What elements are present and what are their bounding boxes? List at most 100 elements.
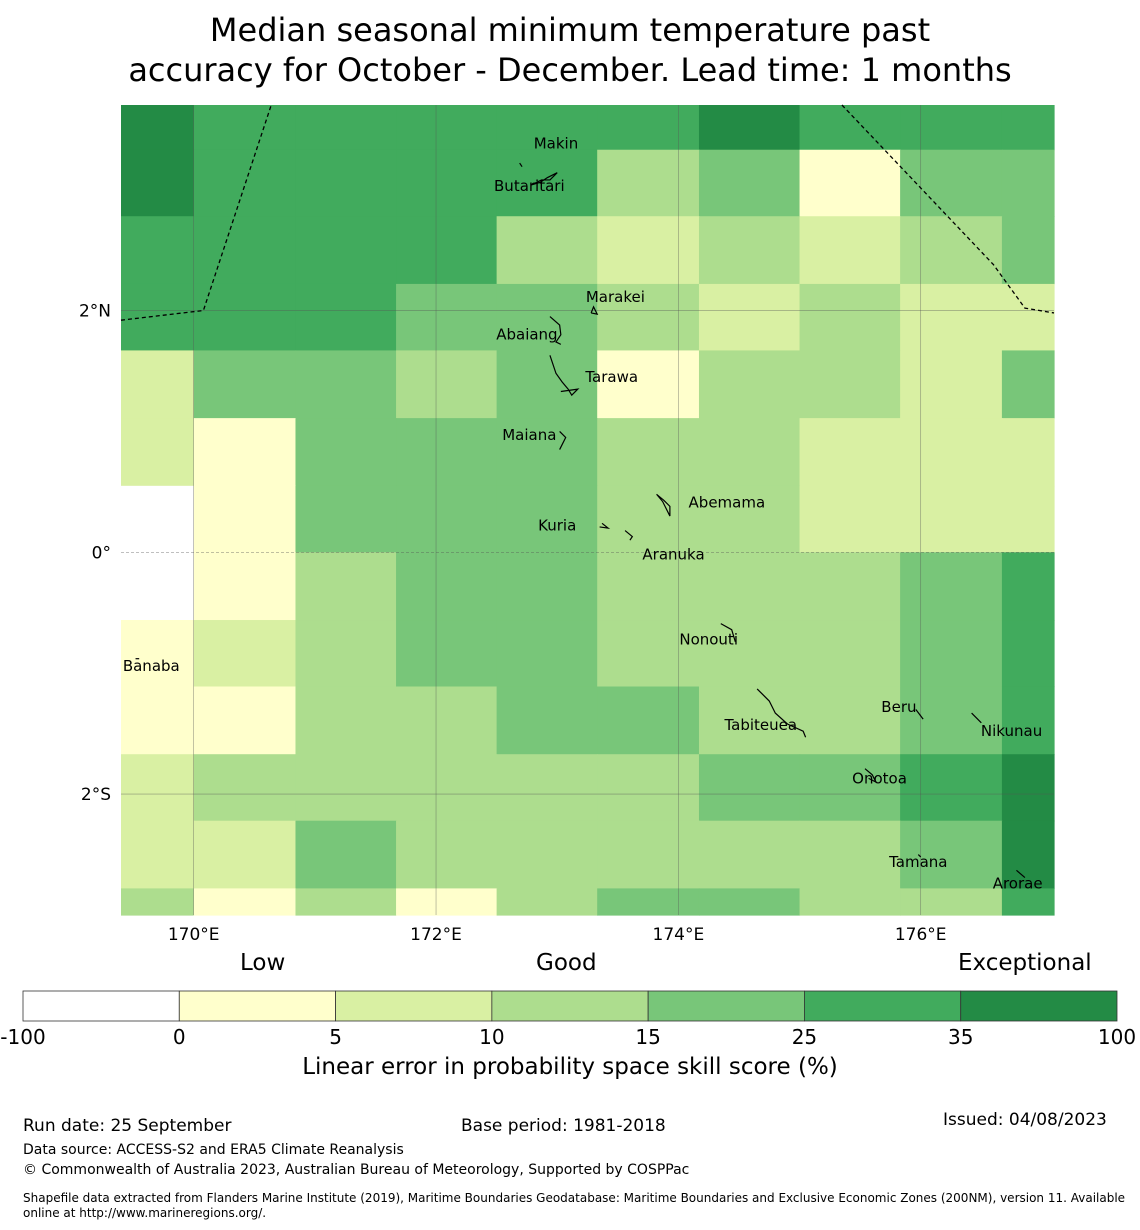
grid-cell — [121, 754, 195, 822]
grid-cell — [193, 283, 297, 352]
grid-cell — [900, 686, 1003, 755]
grid-cell — [597, 283, 700, 352]
island-labels: Makin Butaritari Marakei Abaiang Tarawa Maian… — [123, 135, 1043, 893]
grid-cell — [799, 820, 901, 890]
grid-cell — [396, 888, 498, 916]
grid-cell — [597, 485, 700, 553]
grid-cell — [121, 552, 195, 621]
grid-cell — [193, 149, 297, 217]
map-axis-ticks: 170°E 172°E 174°E 176°E 2°N 0° 2°S — [79, 302, 947, 945]
eez-boundaries — [120, 104, 1055, 321]
grid-cell — [396, 552, 498, 621]
colorbar-tick-label: 100 — [1098, 1025, 1136, 1049]
grid-cell — [121, 105, 195, 151]
eez-boundary-line — [841, 104, 1055, 314]
grid-cell — [1001, 888, 1055, 916]
grid-cell — [900, 149, 1003, 217]
grid-cell — [121, 149, 195, 217]
grid-cell — [597, 149, 700, 217]
grid-cell — [496, 283, 598, 352]
base-period: Base period: 1981-2018 — [461, 1116, 666, 1136]
data-source: Data source: ACCESS-S2 and ERA5 Climate … — [23, 1142, 404, 1158]
island-label: Maiana — [502, 426, 556, 444]
grid-cell — [900, 754, 1003, 822]
grid-cell — [799, 620, 901, 688]
grid-cell — [698, 350, 801, 419]
grid-cell — [121, 485, 195, 553]
grid-cell — [1001, 418, 1055, 487]
grid-cell — [496, 418, 598, 487]
island-label: Beru — [881, 698, 916, 716]
island-outline — [1016, 869, 1026, 878]
colorbar-ticks: -100 0 5 10 15 25 35 100 — [0, 1025, 1136, 1049]
grid-cell — [900, 620, 1003, 688]
grid-cell — [799, 485, 901, 553]
grid-cell — [799, 552, 901, 621]
grid-cell — [799, 754, 901, 822]
grid-cell — [698, 485, 801, 553]
grid-cell — [193, 552, 297, 621]
grid-cell — [1001, 283, 1055, 352]
grid-cell — [496, 686, 598, 755]
grid-cell — [295, 350, 397, 419]
grid-cell — [900, 888, 1003, 916]
grid-cell — [900, 283, 1003, 352]
grid-cell — [295, 216, 397, 285]
island-outline — [559, 430, 567, 450]
island-outline — [519, 162, 523, 167]
grid-cell — [496, 216, 598, 285]
grid-cell — [295, 283, 397, 352]
grid-cell — [799, 149, 901, 217]
island-outline — [864, 768, 878, 784]
island-label: Aranuka — [642, 546, 704, 564]
grid-cell — [396, 820, 498, 890]
island-label: Tabiteuea — [723, 716, 797, 734]
grid-cell — [1001, 105, 1055, 151]
grid-cell — [799, 888, 901, 916]
grid-cell — [295, 620, 397, 688]
colorbar — [22, 990, 1118, 1022]
grid-cell — [900, 105, 1003, 151]
grid-cell — [597, 350, 700, 419]
grid-cell — [496, 754, 598, 822]
lat-tick-label: 0° — [92, 543, 111, 563]
island-label: Abemama — [689, 494, 766, 512]
island-label: Kuria — [538, 517, 576, 535]
island-label: Marakei — [586, 288, 645, 306]
lon-tick-label: 170°E — [168, 925, 220, 945]
grid-cell — [698, 754, 801, 822]
grid-cell — [396, 754, 498, 822]
grid-cell — [597, 552, 700, 621]
island-label: Tarawa — [584, 368, 638, 386]
grid-cell — [396, 485, 498, 553]
grid-cell — [193, 105, 297, 151]
grid-cell — [597, 105, 700, 151]
grid-cell — [496, 149, 598, 217]
colorbar-tick-label: 0 — [173, 1025, 186, 1049]
grid-cell — [121, 283, 195, 352]
grid-cell — [900, 820, 1003, 890]
island-label: Onotoa — [852, 769, 907, 787]
grid-cell — [698, 820, 801, 890]
copyright: © Commonwealth of Australia 2023, Austra… — [23, 1162, 690, 1178]
colorbar-bin — [178, 990, 336, 1022]
grid-cell — [193, 485, 297, 553]
grid-cell — [1001, 216, 1055, 285]
island-outline — [915, 709, 924, 720]
grid-cell — [900, 485, 1003, 553]
grid-cell — [193, 686, 297, 755]
grid-cell — [597, 820, 700, 890]
lat-tick-label: 2°N — [79, 302, 111, 322]
grid-cell — [193, 620, 297, 688]
grid-cell — [295, 686, 397, 755]
grid-cell — [597, 686, 700, 755]
island-label: Arorae — [993, 875, 1043, 893]
grid-cell — [597, 620, 700, 688]
grid-cell — [799, 283, 901, 352]
grid-cell — [698, 105, 801, 151]
grid-cell — [698, 283, 801, 352]
grid-cell — [1001, 485, 1055, 553]
grid-cell — [295, 105, 397, 151]
grid-cell — [121, 418, 195, 487]
